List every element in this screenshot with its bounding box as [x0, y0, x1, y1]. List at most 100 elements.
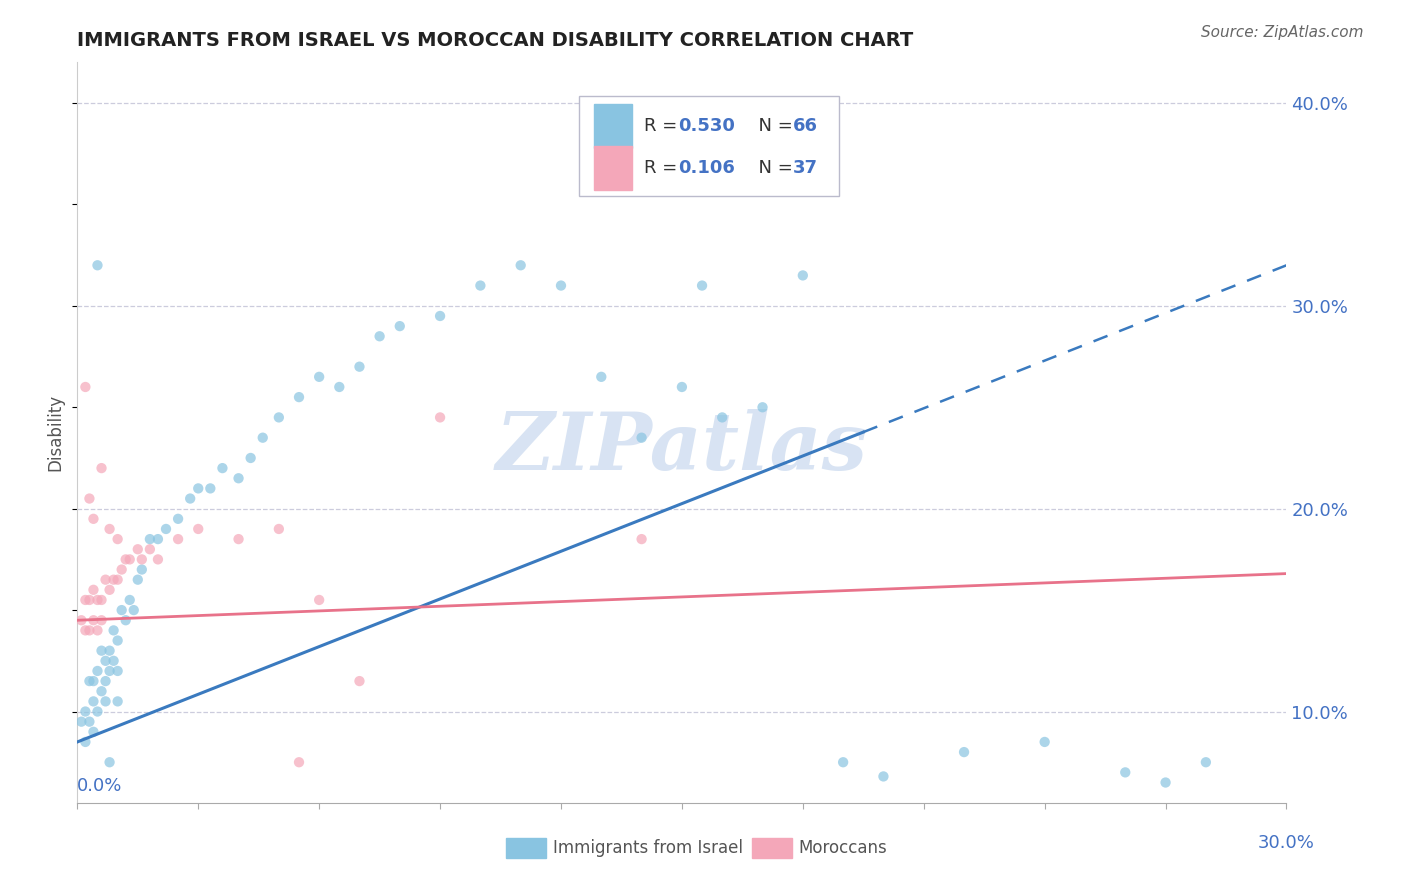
- Point: [70, 714, 93, 729]
- Point: [252, 431, 274, 445]
- Bar: [593, 145, 633, 190]
- Point: [90, 593, 112, 607]
- Y-axis label: Disability: Disability: [46, 394, 65, 471]
- Point: [75, 380, 97, 394]
- Point: [239, 450, 262, 465]
- Point: [131, 562, 153, 576]
- Point: [228, 471, 250, 485]
- Point: [107, 573, 129, 587]
- Point: [1114, 765, 1136, 780]
- Point: [114, 613, 136, 627]
- Point: [167, 532, 190, 546]
- Point: [630, 431, 652, 445]
- Point: [349, 674, 371, 689]
- Point: [79, 491, 101, 506]
- Point: [103, 654, 125, 668]
- Point: [187, 522, 209, 536]
- Point: [690, 278, 713, 293]
- Text: 37: 37: [793, 159, 818, 177]
- Point: [86, 705, 108, 719]
- Point: [75, 705, 97, 719]
- Text: Immigrants from Israel: Immigrants from Israel: [553, 839, 742, 857]
- Point: [872, 769, 894, 783]
- Point: [82, 724, 104, 739]
- Text: 0.530: 0.530: [678, 117, 735, 135]
- Point: [79, 714, 101, 729]
- Point: [179, 491, 201, 506]
- Point: [308, 369, 330, 384]
- Point: [131, 552, 153, 566]
- Point: [187, 482, 209, 496]
- Point: [103, 573, 125, 587]
- Point: [82, 512, 104, 526]
- Point: [94, 674, 117, 689]
- Text: Source: ZipAtlas.com: Source: ZipAtlas.com: [1201, 25, 1364, 40]
- Point: [832, 756, 855, 770]
- Text: N =: N =: [747, 117, 799, 135]
- Point: [111, 603, 134, 617]
- Text: 30.0%: 30.0%: [1258, 834, 1315, 852]
- Point: [228, 532, 250, 546]
- Point: [127, 542, 149, 557]
- Point: [139, 532, 162, 546]
- Point: [155, 522, 177, 536]
- Point: [1195, 756, 1218, 770]
- Point: [107, 694, 129, 708]
- Point: [90, 643, 112, 657]
- Point: [94, 654, 117, 668]
- Point: [70, 613, 93, 627]
- Point: [90, 684, 112, 698]
- Point: [146, 552, 169, 566]
- Point: [211, 461, 233, 475]
- Point: [1033, 735, 1056, 749]
- Point: [98, 522, 121, 536]
- Point: [90, 613, 112, 627]
- Point: [86, 624, 108, 638]
- Text: Moroccans: Moroccans: [799, 839, 887, 857]
- Point: [82, 694, 104, 708]
- Point: [550, 278, 572, 293]
- Point: [82, 613, 104, 627]
- Point: [751, 401, 773, 415]
- Point: [288, 756, 311, 770]
- Text: ZIPatlas: ZIPatlas: [496, 409, 868, 486]
- Point: [107, 633, 129, 648]
- Point: [509, 258, 531, 272]
- Point: [75, 735, 97, 749]
- Point: [328, 380, 350, 394]
- Point: [107, 532, 129, 546]
- Point: [953, 745, 976, 759]
- Text: 0.0%: 0.0%: [77, 777, 122, 795]
- Point: [114, 552, 136, 566]
- Point: [98, 582, 121, 597]
- Point: [139, 542, 162, 557]
- Point: [94, 573, 117, 587]
- Text: 66: 66: [793, 117, 818, 135]
- Text: N =: N =: [747, 159, 799, 177]
- FancyBboxPatch shape: [579, 95, 839, 195]
- Point: [711, 410, 734, 425]
- Point: [107, 664, 129, 678]
- Point: [98, 756, 121, 770]
- Point: [118, 593, 141, 607]
- Point: [86, 593, 108, 607]
- Text: R =: R =: [644, 117, 683, 135]
- Point: [79, 674, 101, 689]
- Point: [630, 532, 652, 546]
- Point: [792, 268, 814, 283]
- Point: [75, 593, 97, 607]
- Point: [349, 359, 371, 374]
- Bar: [593, 103, 633, 148]
- Point: [429, 309, 451, 323]
- Point: [94, 694, 117, 708]
- Point: [671, 380, 693, 394]
- Point: [98, 643, 121, 657]
- Point: [429, 410, 451, 425]
- Point: [267, 522, 290, 536]
- Point: [118, 552, 141, 566]
- Point: [86, 664, 108, 678]
- Text: IMMIGRANTS FROM ISRAEL VS MOROCCAN DISABILITY CORRELATION CHART: IMMIGRANTS FROM ISRAEL VS MOROCCAN DISAB…: [77, 31, 914, 50]
- Point: [86, 258, 108, 272]
- Point: [1154, 775, 1177, 789]
- Point: [167, 512, 190, 526]
